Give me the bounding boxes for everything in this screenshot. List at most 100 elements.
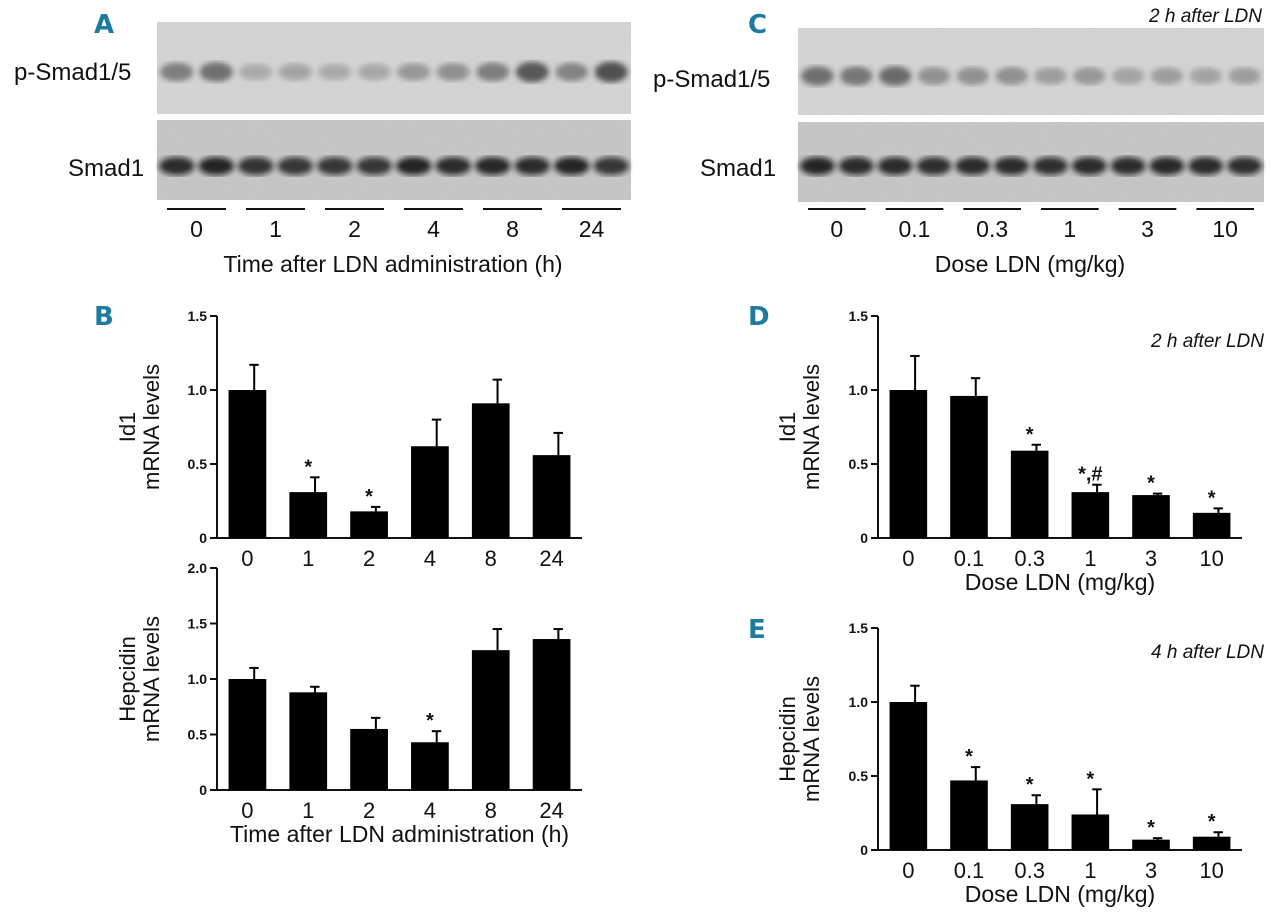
bar <box>228 390 267 538</box>
group-label: 24 <box>579 216 605 242</box>
band-top <box>397 63 431 81</box>
y-tick-label: 0 <box>860 530 868 546</box>
bar <box>532 455 571 538</box>
y-axis-title: HepcidinmRNA levels <box>115 616 164 742</box>
band-top <box>199 62 233 82</box>
bar <box>889 390 928 538</box>
y-tick-label: 2.0 <box>188 560 208 576</box>
blot-c-label-smad1: Smad1 <box>700 155 776 182</box>
band-bottom <box>514 157 551 175</box>
band-top <box>594 61 628 83</box>
x-tick-label: 2 <box>363 546 375 571</box>
blot-c-row-psmad <box>798 28 1264 115</box>
group-label: 1 <box>269 216 282 242</box>
band-top <box>1150 67 1184 85</box>
chart-b-hepcidin: 0 0.5 1.0 1.5 2.0 HepcidinmRNA levels 0 1 2 * 4 8 24… <box>115 560 582 847</box>
x-tick-label: 8 <box>485 798 497 823</box>
blot-a-xlabel: Time after LDN administration (h) <box>223 251 562 277</box>
band-bottom <box>553 157 590 175</box>
bar <box>1071 492 1110 538</box>
significance-mark: * <box>1208 487 1216 509</box>
y-tick-label: 0 <box>199 782 207 798</box>
group-label: 8 <box>506 216 519 242</box>
x-tick-label: 2 <box>363 798 375 823</box>
bar <box>350 511 388 538</box>
panel-letter-e: E <box>748 615 766 645</box>
y-tick-label: 1.5 <box>849 308 869 324</box>
bar <box>350 728 388 790</box>
y-tick-label: 1.0 <box>849 694 869 710</box>
band-bottom <box>356 157 393 175</box>
x-axis-title: Time after LDN administration (h) <box>230 821 569 847</box>
x-tick-label: 3 <box>1145 858 1157 883</box>
band-top <box>476 62 510 82</box>
panel-letter-b: B <box>94 302 114 332</box>
x-axis-title: Dose LDN (mg/kg) <box>965 881 1155 907</box>
blot-c-xlabel: Dose LDN (mg/kg) <box>935 251 1125 277</box>
y-axis-title: Id1mRNA levels <box>775 364 824 490</box>
x-tick-label: 1 <box>1084 858 1096 883</box>
panel-letter-c: C <box>748 10 767 40</box>
band-bottom <box>1032 157 1068 175</box>
blot-a-label-psmad: p-Smad1/5 <box>14 59 131 86</box>
band-bottom <box>158 157 195 175</box>
x-tick-label: 0.1 <box>954 546 985 571</box>
band-bottom <box>1227 157 1263 175</box>
significance-mark: *,# <box>1078 464 1102 486</box>
y-tick-label: 1.0 <box>849 382 869 398</box>
y-tick-label: 0.5 <box>188 727 208 743</box>
band-bottom <box>395 157 432 175</box>
bar <box>1192 836 1231 850</box>
chart-e-hepcidin-dose: E 4 h after LDN 0 0.5 1.0 1.5 HepcidinmRNA lev… <box>748 615 1264 907</box>
y-tick-label: 1.5 <box>849 620 869 636</box>
x-tick-label: 24 <box>539 546 563 571</box>
x-tick-label: 0.1 <box>954 858 985 883</box>
x-tick-label: 24 <box>539 798 563 823</box>
band-bottom <box>799 157 835 175</box>
blot-a-membrane-top-grain <box>157 22 631 114</box>
x-tick-label: 0 <box>241 798 253 823</box>
bar <box>1071 814 1110 850</box>
x-tick-label: 0.3 <box>1014 546 1045 571</box>
bar <box>950 395 988 538</box>
chart-note: 2 h after LDN <box>1150 331 1264 352</box>
bar <box>1010 450 1049 538</box>
bar <box>889 702 928 850</box>
x-tick-label: 0 <box>241 546 253 571</box>
blot-a-membrane-bottom-grain <box>157 120 631 200</box>
bar <box>1132 495 1170 538</box>
y-tick-label: 0.5 <box>849 456 869 472</box>
x-tick-label: 0 <box>902 546 914 571</box>
band-bottom <box>593 157 630 175</box>
significance-mark: * <box>1147 817 1155 839</box>
group-label: 3 <box>1141 216 1154 242</box>
x-tick-label: 4 <box>424 546 436 571</box>
band-top <box>995 67 1028 85</box>
band-top <box>1034 67 1067 85</box>
group-label: 0.1 <box>899 216 931 242</box>
blot-a-row-smad1 <box>157 120 631 200</box>
y-tick-label: 1.5 <box>188 308 208 324</box>
blot-c-note: 2 h after LDN <box>1148 6 1262 27</box>
band-top <box>801 66 834 86</box>
significance-mark: * <box>365 486 373 508</box>
blot-c-membrane-top-grain <box>798 28 1264 115</box>
band-top <box>1072 67 1106 85</box>
x-tick-label: 8 <box>485 546 497 571</box>
y-tick-label: 1.0 <box>188 671 208 687</box>
y-tick-label: 0.5 <box>849 768 869 784</box>
blot-c-row-smad1 <box>798 122 1264 202</box>
bar <box>471 403 510 538</box>
panel-letter-a: A <box>94 10 114 40</box>
significance-mark: * <box>965 746 973 768</box>
bar <box>411 742 449 790</box>
group-label: 0 <box>830 216 843 242</box>
y-tick-label: 1.5 <box>188 616 208 632</box>
x-tick-label: 0.3 <box>1014 858 1045 883</box>
band-bottom <box>994 157 1030 175</box>
band-bottom <box>277 157 314 175</box>
significance-mark: * <box>304 456 312 478</box>
blot-c-group-labels: 0 0.1 0.3 1 3 10 <box>808 208 1254 242</box>
